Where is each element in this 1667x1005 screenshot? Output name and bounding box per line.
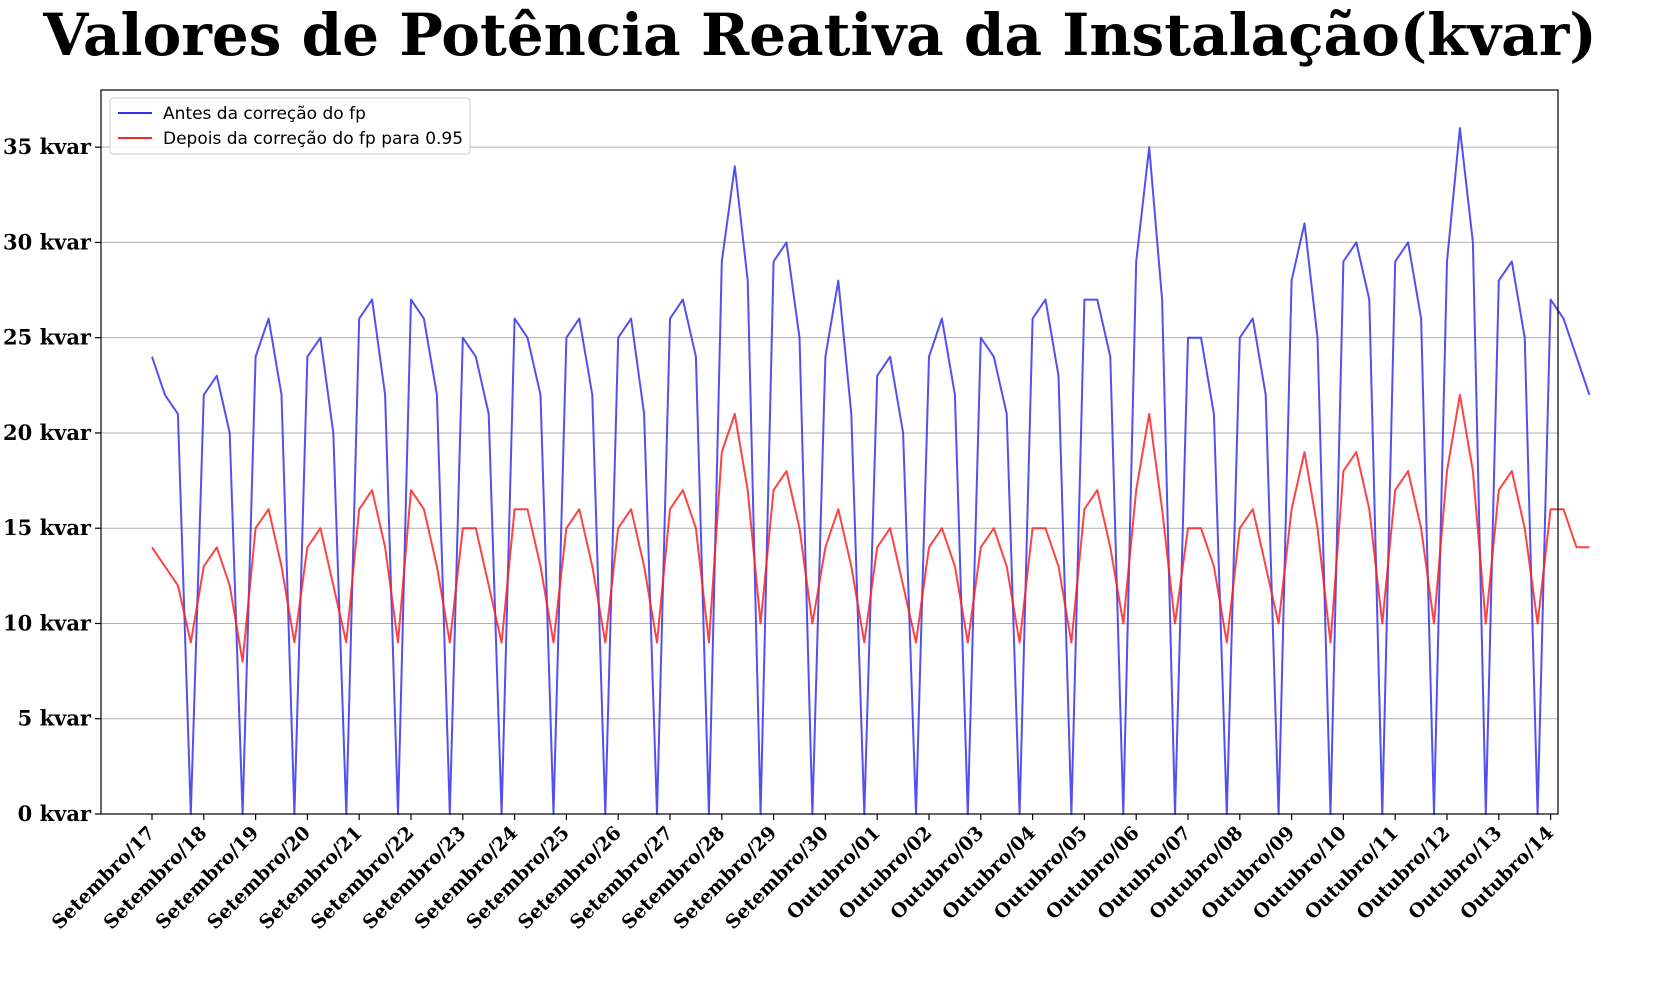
y-tick-label: 10 kvar — [3, 610, 92, 635]
chart-title: Valores de Potência Reativa da Instalaçã… — [42, 1, 1596, 69]
series-lines — [151, 127, 1591, 815]
y-tick-label: 35 kvar — [3, 134, 92, 159]
y-tick-label: 5 kvar — [18, 706, 92, 731]
y-tick-label: 20 kvar — [3, 420, 92, 445]
x-axis: Setembro/17Setembro/18Setembro/19Setembr… — [48, 814, 1558, 934]
legend-box — [109, 97, 471, 155]
y-tick-label: 15 kvar — [3, 515, 92, 540]
legend: Antes da correção do fp Depois da correç… — [109, 97, 471, 155]
series-line-after — [151, 393, 1590, 663]
series-line-before — [151, 127, 1591, 815]
y-tick-label: 25 kvar — [3, 325, 92, 350]
legend-label-before: Antes da correção do fp — [163, 104, 366, 124]
x-tick-label: Outubro/14 — [1456, 822, 1558, 924]
grid-lines — [101, 146, 1558, 815]
y-tick-label: 0 kvar — [18, 801, 92, 826]
plot-frame — [100, 89, 1559, 815]
legend-label-after: Depois da correção do fp para 0.95 — [163, 129, 463, 149]
y-axis: 0 kvar 5 kvar 10 kvar 15 kvar 20 kvar 25 kvar… — [3, 134, 101, 826]
y-tick-label: 30 kvar — [3, 229, 92, 254]
